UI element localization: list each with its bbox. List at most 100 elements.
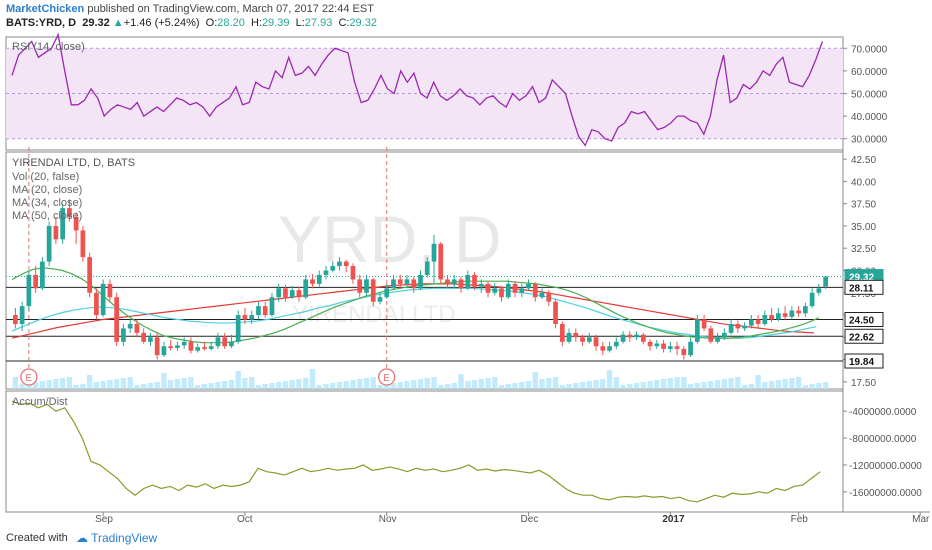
- volume-bar: [330, 383, 336, 389]
- acc-pane-frame: [5, 390, 844, 513]
- candle-body: [289, 290, 295, 298]
- volume-bar: [350, 380, 356, 389]
- volume-bar: [822, 382, 829, 389]
- volume-bar: [363, 378, 370, 389]
- candle-body: [33, 274, 38, 289]
- candle-body: [458, 279, 464, 289]
- volume-bar: [303, 378, 309, 389]
- candle-body: [19, 306, 25, 324]
- volume-bar: [606, 370, 613, 389]
- price-title: YIRENDAI LTD, D, BATS: [12, 157, 135, 169]
- volume-bar: [140, 384, 147, 389]
- quote-line: BATS:YRD, D 29.32 ▲+1.46 (+5.24%) O:28.2…: [6, 17, 377, 29]
- candle-body: [283, 288, 288, 298]
- price-legend-item: MA (50, close): [12, 210, 82, 222]
- volume-bar: [505, 384, 511, 389]
- volume-bar: [336, 382, 343, 389]
- candle-body: [53, 225, 59, 240]
- candle-body: [424, 261, 430, 275]
- rsi-line: [11, 32, 824, 147]
- volume-bar: [546, 378, 552, 389]
- volume-bar: [431, 377, 437, 389]
- volume-bar: [762, 382, 768, 389]
- volume-bar: [789, 378, 795, 389]
- time-tick-label: Feb: [791, 514, 809, 525]
- candle-body: [566, 332, 572, 342]
- close-value: 29.32: [349, 17, 377, 29]
- price-box: [844, 279, 884, 295]
- candle-body: [681, 348, 687, 356]
- volume-bar: [728, 378, 734, 389]
- volume-bar: [654, 380, 660, 389]
- volume-bar: [377, 385, 383, 389]
- volume-bar: [221, 381, 228, 389]
- candle-body: [127, 323, 133, 329]
- earnings-event-marker: [20, 368, 38, 386]
- candle-body: [100, 283, 106, 316]
- candle-body: [364, 279, 369, 293]
- volume-bar: [809, 384, 815, 389]
- candle-body: [661, 343, 666, 349]
- candle-body: [13, 315, 18, 324]
- volume-bar: [59, 378, 66, 389]
- volume-bar: [255, 385, 262, 389]
- candle-body: [721, 332, 727, 338]
- volume-bar: [397, 382, 403, 389]
- volume-bar: [228, 380, 235, 389]
- candle-body: [438, 243, 444, 280]
- candle-body: [67, 208, 72, 218]
- volume-bar: [498, 385, 505, 389]
- volume-bar: [640, 382, 647, 389]
- volume-bar: [694, 383, 701, 389]
- price-box-label: 22.62: [849, 332, 874, 343]
- candle-body: [229, 341, 234, 347]
- volume-bar: [80, 384, 86, 389]
- volume-bar: [492, 377, 498, 389]
- candle-body: [168, 346, 174, 349]
- candle-body: [769, 315, 774, 320]
- candle-body: [694, 319, 700, 342]
- candle-body: [350, 266, 356, 280]
- candle-body: [742, 325, 747, 329]
- tradingview-logo-icon[interactable]: ☁ TradingView: [76, 531, 158, 545]
- accum-dist-line: [11, 400, 821, 503]
- candle-body: [60, 208, 66, 240]
- candle-body: [688, 341, 693, 356]
- volume-bar: [424, 378, 430, 389]
- volume-bar: [411, 380, 417, 389]
- tradingview-brand[interactable]: TradingView: [91, 531, 158, 545]
- volume-bar: [647, 381, 653, 389]
- change-arrow-icon: ▲: [112, 17, 124, 29]
- volume-bar: [188, 377, 194, 389]
- volume-bar: [687, 384, 694, 389]
- volume-bar: [66, 377, 73, 389]
- volume-bar: [194, 385, 201, 389]
- volume-bar: [586, 381, 593, 389]
- candle-body: [559, 323, 565, 342]
- candle-body: [94, 292, 99, 316]
- candle-body: [73, 217, 79, 231]
- candle-body: [242, 315, 248, 320]
- candle-body: [519, 288, 525, 293]
- volume-bar: [451, 383, 457, 389]
- candle-body: [161, 346, 167, 356]
- price-box-label: 24.50: [849, 316, 874, 327]
- candle-body: [755, 319, 761, 324]
- candle-body: [809, 292, 815, 307]
- volume-bar: [46, 380, 52, 389]
- candle-body: [627, 334, 633, 338]
- candle-body: [256, 306, 261, 316]
- candle-body: [384, 288, 390, 298]
- price-tick-label: 35.00: [851, 222, 876, 233]
- volume-bar: [154, 382, 160, 389]
- open-value: 28.20: [217, 17, 245, 29]
- price-box-label: 29.32: [849, 273, 874, 284]
- author-link[interactable]: MarketChicken: [6, 3, 85, 15]
- candle-body: [620, 334, 626, 342]
- candle-body: [418, 274, 423, 289]
- volume-bar: [795, 377, 802, 389]
- created-with-label: Created with: [6, 532, 68, 544]
- candle-body: [715, 337, 720, 342]
- candle-body: [445, 279, 450, 284]
